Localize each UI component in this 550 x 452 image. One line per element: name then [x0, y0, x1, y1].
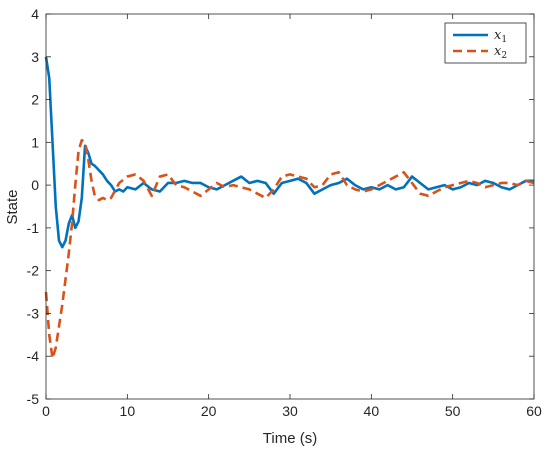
x-tick-label: 50 [445, 403, 461, 419]
x-axis-label: Time (s) [263, 430, 317, 447]
x-tick-label: 30 [282, 403, 298, 419]
y-tick-label: 2 [31, 92, 39, 108]
x-tick-label: 60 [526, 403, 542, 419]
y-tick-label: -4 [27, 348, 40, 364]
y-tick-label: 4 [31, 6, 39, 22]
y-tick-label: 1 [31, 134, 39, 150]
y-tick-label: -3 [27, 305, 40, 321]
y-axis-label: State [4, 189, 21, 224]
tick-layer: 0 10 20 30 40 50 60 -5 -4 -3 -2 -1 0 1 2 3 4 [27, 6, 542, 419]
y-tick-label: -5 [27, 391, 40, 407]
series-layer [44, 56, 535, 360]
y-tick-label: 0 [31, 177, 39, 193]
legend-subscript: 2 [501, 51, 507, 61]
x-tick-label: 40 [364, 403, 380, 419]
x-tick-label: 20 [201, 403, 217, 419]
plot-area [46, 14, 534, 399]
y-tick-label: -2 [27, 263, 40, 279]
y-tick-label: -1 [27, 220, 40, 236]
x-tick-label: 0 [42, 403, 50, 419]
y-tick-label: 3 [31, 49, 39, 65]
series-line-x2 [44, 138, 535, 360]
legend-subscript: 1 [501, 35, 507, 45]
legend-box [444, 22, 527, 64]
x-tick-label: 10 [120, 403, 136, 419]
